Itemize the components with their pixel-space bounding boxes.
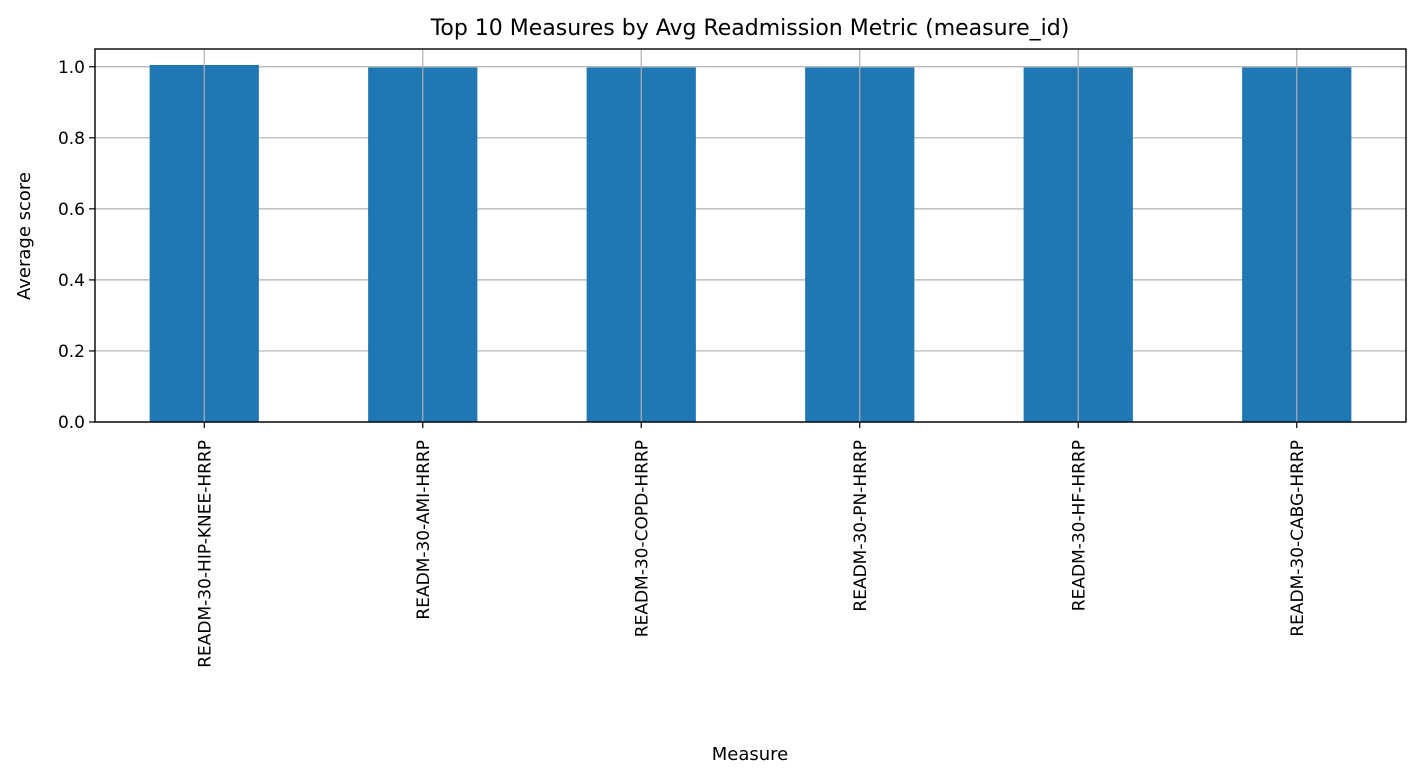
- x-ticks: READM-30-HIP-KNEE-HRRP READM-30-AMI-HRRP R…: [195, 422, 1308, 668]
- x-tick-label: READM-30-CABG-HRRP: [1288, 440, 1308, 637]
- x-tick-label: READM-30-COPD-HRRP: [632, 440, 652, 637]
- x-tick-label: READM-30-HF-HRRP: [1069, 440, 1089, 611]
- x-grid-lines: [203, 49, 1298, 422]
- y-tick-label: 0.4: [58, 271, 85, 291]
- y-ticks: 0.0 0.2 0.4 0.6 0.8 1.0: [58, 58, 95, 433]
- y-tick-label: 0.0: [58, 413, 85, 433]
- y-axis-label: Average score: [14, 172, 35, 300]
- plot-frame: [94, 48, 1407, 423]
- y-tick-label: 0.8: [58, 129, 85, 149]
- bars: [149, 64, 1352, 422]
- x-tick-label: READM-30-HIP-KNEE-HRRP: [195, 440, 215, 668]
- x-axis-label: Measure: [712, 744, 789, 765]
- y-tick-label: 0.6: [58, 200, 85, 220]
- grid-lines: [95, 66, 1406, 423]
- chart-title: Top 10 Measures by Avg Readmission Metri…: [430, 16, 1070, 41]
- y-tick-label: 1.0: [58, 58, 85, 78]
- x-tick-label: READM-30-PN-HRRP: [851, 440, 871, 612]
- x-tick-label: READM-30-AMI-HRRP: [414, 440, 434, 620]
- y-tick-label: 0.2: [58, 342, 85, 362]
